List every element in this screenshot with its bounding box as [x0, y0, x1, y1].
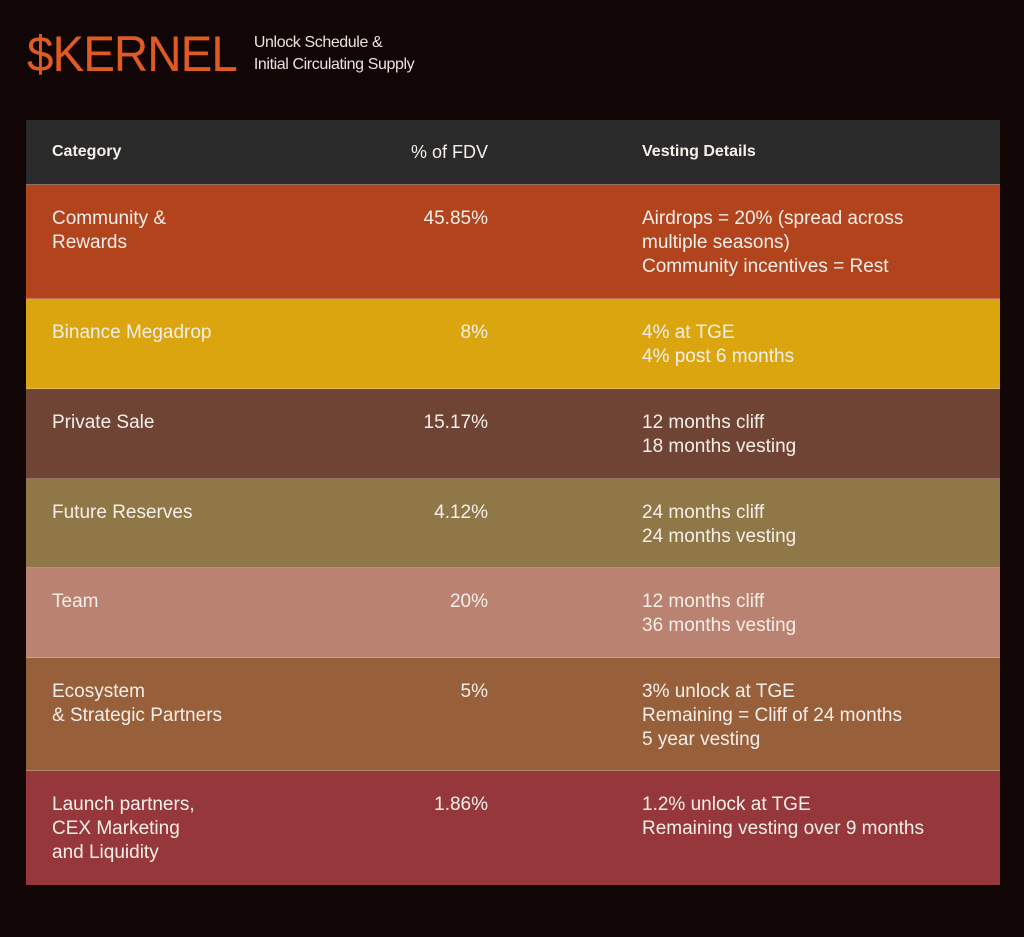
category-cell-line: & Strategic Partners — [52, 705, 223, 726]
category-cell-line: Rewards — [52, 232, 127, 253]
table-row: Binance Megadrop 8% 4% at TGE 4% post 6 mon… — [26, 299, 1000, 389]
vesting-details-cell-line: 12 months cliff — [642, 412, 765, 433]
category-cell-line: Community & — [52, 208, 167, 229]
pct-fdv-cell: 4.12% — [434, 502, 488, 523]
pct-fdv-cell: 20% — [449, 591, 488, 612]
table-row: Private Sale 15.17% 12 months cliff 18 mont… — [26, 389, 1000, 479]
pct-fdv-cell: 1.86% — [434, 794, 488, 815]
table-row: Ecosystem & Strategic Partners 5% 3% unlock… — [26, 658, 1000, 771]
vesting-details-cell: 4% at TGE 4% post 6 months — [488, 299, 794, 388]
vesting-details-cell-line: 18 months vesting — [642, 436, 797, 457]
vesting-details-cell-line: 12 months cliff — [642, 591, 765, 612]
pct-fdv-cell: 5% — [460, 681, 488, 702]
category-cell: Private Sale — [26, 389, 322, 478]
vesting-details-cell-line: 24 months vesting — [642, 526, 797, 547]
unlock-schedule-table: Category % of FDV Vesting Details Commun… — [26, 120, 1000, 885]
pct-fdv-cell: 45.85% — [423, 208, 488, 229]
vesting-details-cell-line: 4% at TGE — [642, 322, 735, 343]
subtitle: Unlock Schedule & Initial Circulating Su… — [253, 32, 415, 76]
table-row: Launch partners, CEX Marketing and Liquidi… — [26, 771, 1000, 885]
vesting-details-cell: 1.2% unlock at TGE Remaining vesting over… — [488, 771, 924, 885]
vesting-details-cell-line: Remaining = Cliff of 24 months — [642, 705, 902, 726]
category-cell-line: Future Reserves — [52, 502, 193, 523]
page-header: $KERNEL Unlock Schedule & Initial Circul… — [27, 26, 415, 82]
vesting-details-cell-line: Airdrops = 20% (spread across — [642, 208, 904, 229]
brand-title: $KERNEL — [27, 26, 238, 82]
vesting-details-cell-line: multiple seasons) — [642, 232, 790, 253]
category-cell: Future Reserves — [26, 479, 322, 567]
vesting-details-cell: 12 months cliff 36 months vesting — [488, 568, 796, 657]
category-cell: Launch partners, CEX Marketing and Liquidi… — [26, 771, 322, 885]
pct-fdv-cell: 8% — [460, 322, 488, 343]
table-row: Community & Rewards 45.85% Airdrops = 20% (… — [26, 185, 1000, 299]
vesting-details-cell: 3% unlock at TGE Remaining = Cliff of 24 … — [488, 658, 902, 770]
vesting-details-cell-line: 24 months cliff — [642, 502, 765, 523]
subtitle-line-2: Initial Circulating Supply — [253, 56, 415, 73]
vesting-details-cell: 12 months cliff 18 months vesting — [488, 389, 796, 478]
vesting-details-cell-line: 4% post 6 months — [642, 346, 795, 367]
category-cell: Binance Megadrop — [26, 299, 322, 388]
vesting-details-cell-line: Remaining vesting over 9 months — [642, 818, 924, 839]
column-header-category: Category — [52, 143, 122, 160]
category-cell: Team — [26, 568, 322, 657]
vesting-details-cell-line: 3% unlock at TGE — [642, 681, 795, 702]
column-header-pct-fdv: % of FDV — [410, 142, 488, 162]
category-cell-line: Binance Megadrop — [52, 322, 212, 343]
pct-fdv-cell: 15.17% — [423, 412, 488, 433]
vesting-details-cell-line: Community incentives = Rest — [642, 256, 889, 277]
category-cell-line: Team — [52, 591, 99, 612]
category-cell-line: Launch partners, — [52, 794, 195, 815]
category-cell: Community & Rewards — [26, 185, 322, 298]
vesting-details-cell-line: 1.2% unlock at TGE — [642, 794, 811, 815]
column-header-vesting: Vesting Details — [642, 143, 756, 160]
category-cell-line: and Liquidity — [52, 842, 159, 863]
table-header-row: Category % of FDV Vesting Details — [26, 120, 1000, 185]
category-cell-line: Ecosystem — [52, 681, 145, 702]
table-row: Team 20% 12 months cliff 36 months vesting — [26, 568, 1000, 658]
category-cell-line: CEX Marketing — [52, 818, 180, 839]
category-cell-line: Private Sale — [52, 412, 155, 433]
vesting-details-cell-line: 5 year vesting — [642, 729, 761, 750]
table-row: Future Reserves 4.12% 24 months cliff 24 mo… — [26, 479, 1000, 568]
subtitle-line-1: Unlock Schedule & — [253, 34, 383, 51]
category-cell: Ecosystem & Strategic Partners — [26, 658, 322, 770]
vesting-details-cell-line: 36 months vesting — [642, 615, 797, 636]
vesting-details-cell: 24 months cliff 24 months vesting — [488, 479, 796, 567]
vesting-details-cell: Airdrops = 20% (spread across multiple se… — [488, 185, 903, 298]
